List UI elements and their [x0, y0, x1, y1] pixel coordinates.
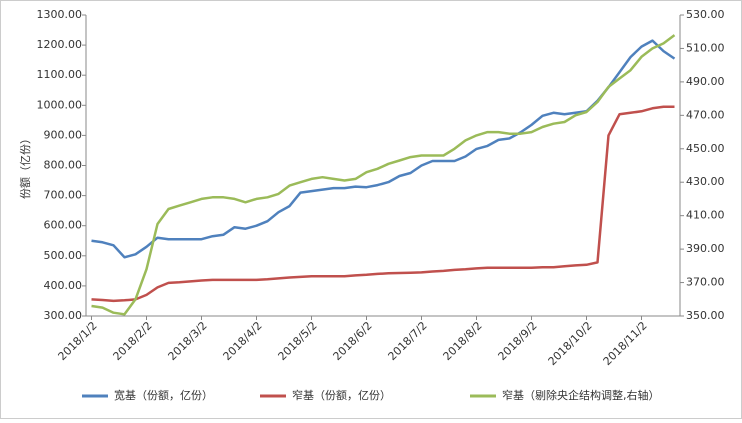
y-tick-label: 400.00	[44, 279, 83, 292]
y2-tick-label: 470.00	[686, 108, 725, 121]
y-tick-label: 600.00	[44, 219, 83, 232]
legend-label: 窄基（份额，亿份）	[292, 388, 391, 402]
y2-tick-label: 450.00	[686, 142, 725, 155]
y2-tick-label: 430.00	[686, 175, 725, 188]
y-axis-label: 份额（亿份）	[19, 133, 32, 199]
legend-label: 宽基（份额，亿份）	[114, 388, 213, 402]
y-tick-label: 800.00	[44, 159, 83, 172]
y-tick-label: 1300.00	[37, 8, 83, 21]
y-tick-label: 1100.00	[37, 68, 83, 81]
y-tick-label: 900.00	[44, 128, 83, 141]
y-tick-label: 700.00	[44, 189, 83, 202]
y-tick-label: 500.00	[44, 249, 83, 262]
y-tick-label: 1000.00	[37, 98, 83, 111]
series-line	[91, 34, 676, 316]
y2-tick-label: 390.00	[686, 242, 725, 255]
y2-tick-label: 350.00	[686, 309, 725, 322]
y2-tick-label: 530.00	[686, 8, 725, 21]
legend-label: 窄基（剔除央企结构调整,右轴）	[502, 388, 660, 402]
y2-tick-label: 410.00	[686, 209, 725, 222]
series-line	[91, 105, 675, 303]
y-tick-label: 1200.00	[37, 38, 83, 51]
y-tick-label: 300.00	[44, 309, 83, 322]
series-line	[91, 39, 676, 259]
y2-tick-label: 490.00	[686, 75, 725, 88]
y2-tick-label: 510.00	[686, 41, 725, 54]
y2-tick-label: 370.00	[686, 276, 725, 289]
